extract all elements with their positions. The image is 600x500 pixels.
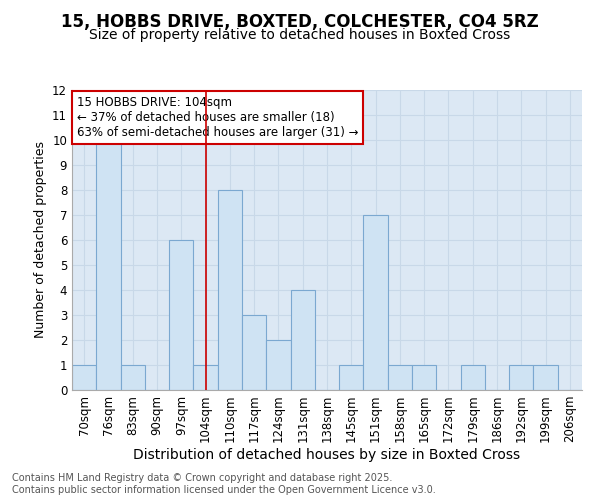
Bar bbox=[461, 365, 485, 390]
Bar bbox=[412, 365, 436, 390]
Bar bbox=[364, 215, 388, 390]
Text: Size of property relative to detached houses in Boxted Cross: Size of property relative to detached ho… bbox=[89, 28, 511, 42]
Bar bbox=[72, 365, 96, 390]
Bar bbox=[266, 340, 290, 390]
Bar bbox=[121, 365, 145, 390]
Bar bbox=[218, 190, 242, 390]
Bar bbox=[193, 365, 218, 390]
Y-axis label: Number of detached properties: Number of detached properties bbox=[34, 142, 47, 338]
Text: 15 HOBBS DRIVE: 104sqm
← 37% of detached houses are smaller (18)
63% of semi-det: 15 HOBBS DRIVE: 104sqm ← 37% of detached… bbox=[77, 96, 359, 139]
Bar bbox=[388, 365, 412, 390]
Bar bbox=[96, 140, 121, 390]
Bar bbox=[242, 315, 266, 390]
Bar bbox=[339, 365, 364, 390]
Bar bbox=[533, 365, 558, 390]
Text: Contains HM Land Registry data © Crown copyright and database right 2025.
Contai: Contains HM Land Registry data © Crown c… bbox=[12, 474, 436, 495]
Bar bbox=[169, 240, 193, 390]
X-axis label: Distribution of detached houses by size in Boxted Cross: Distribution of detached houses by size … bbox=[133, 448, 521, 462]
Bar bbox=[509, 365, 533, 390]
Text: 15, HOBBS DRIVE, BOXTED, COLCHESTER, CO4 5RZ: 15, HOBBS DRIVE, BOXTED, COLCHESTER, CO4… bbox=[61, 12, 539, 30]
Bar bbox=[290, 290, 315, 390]
